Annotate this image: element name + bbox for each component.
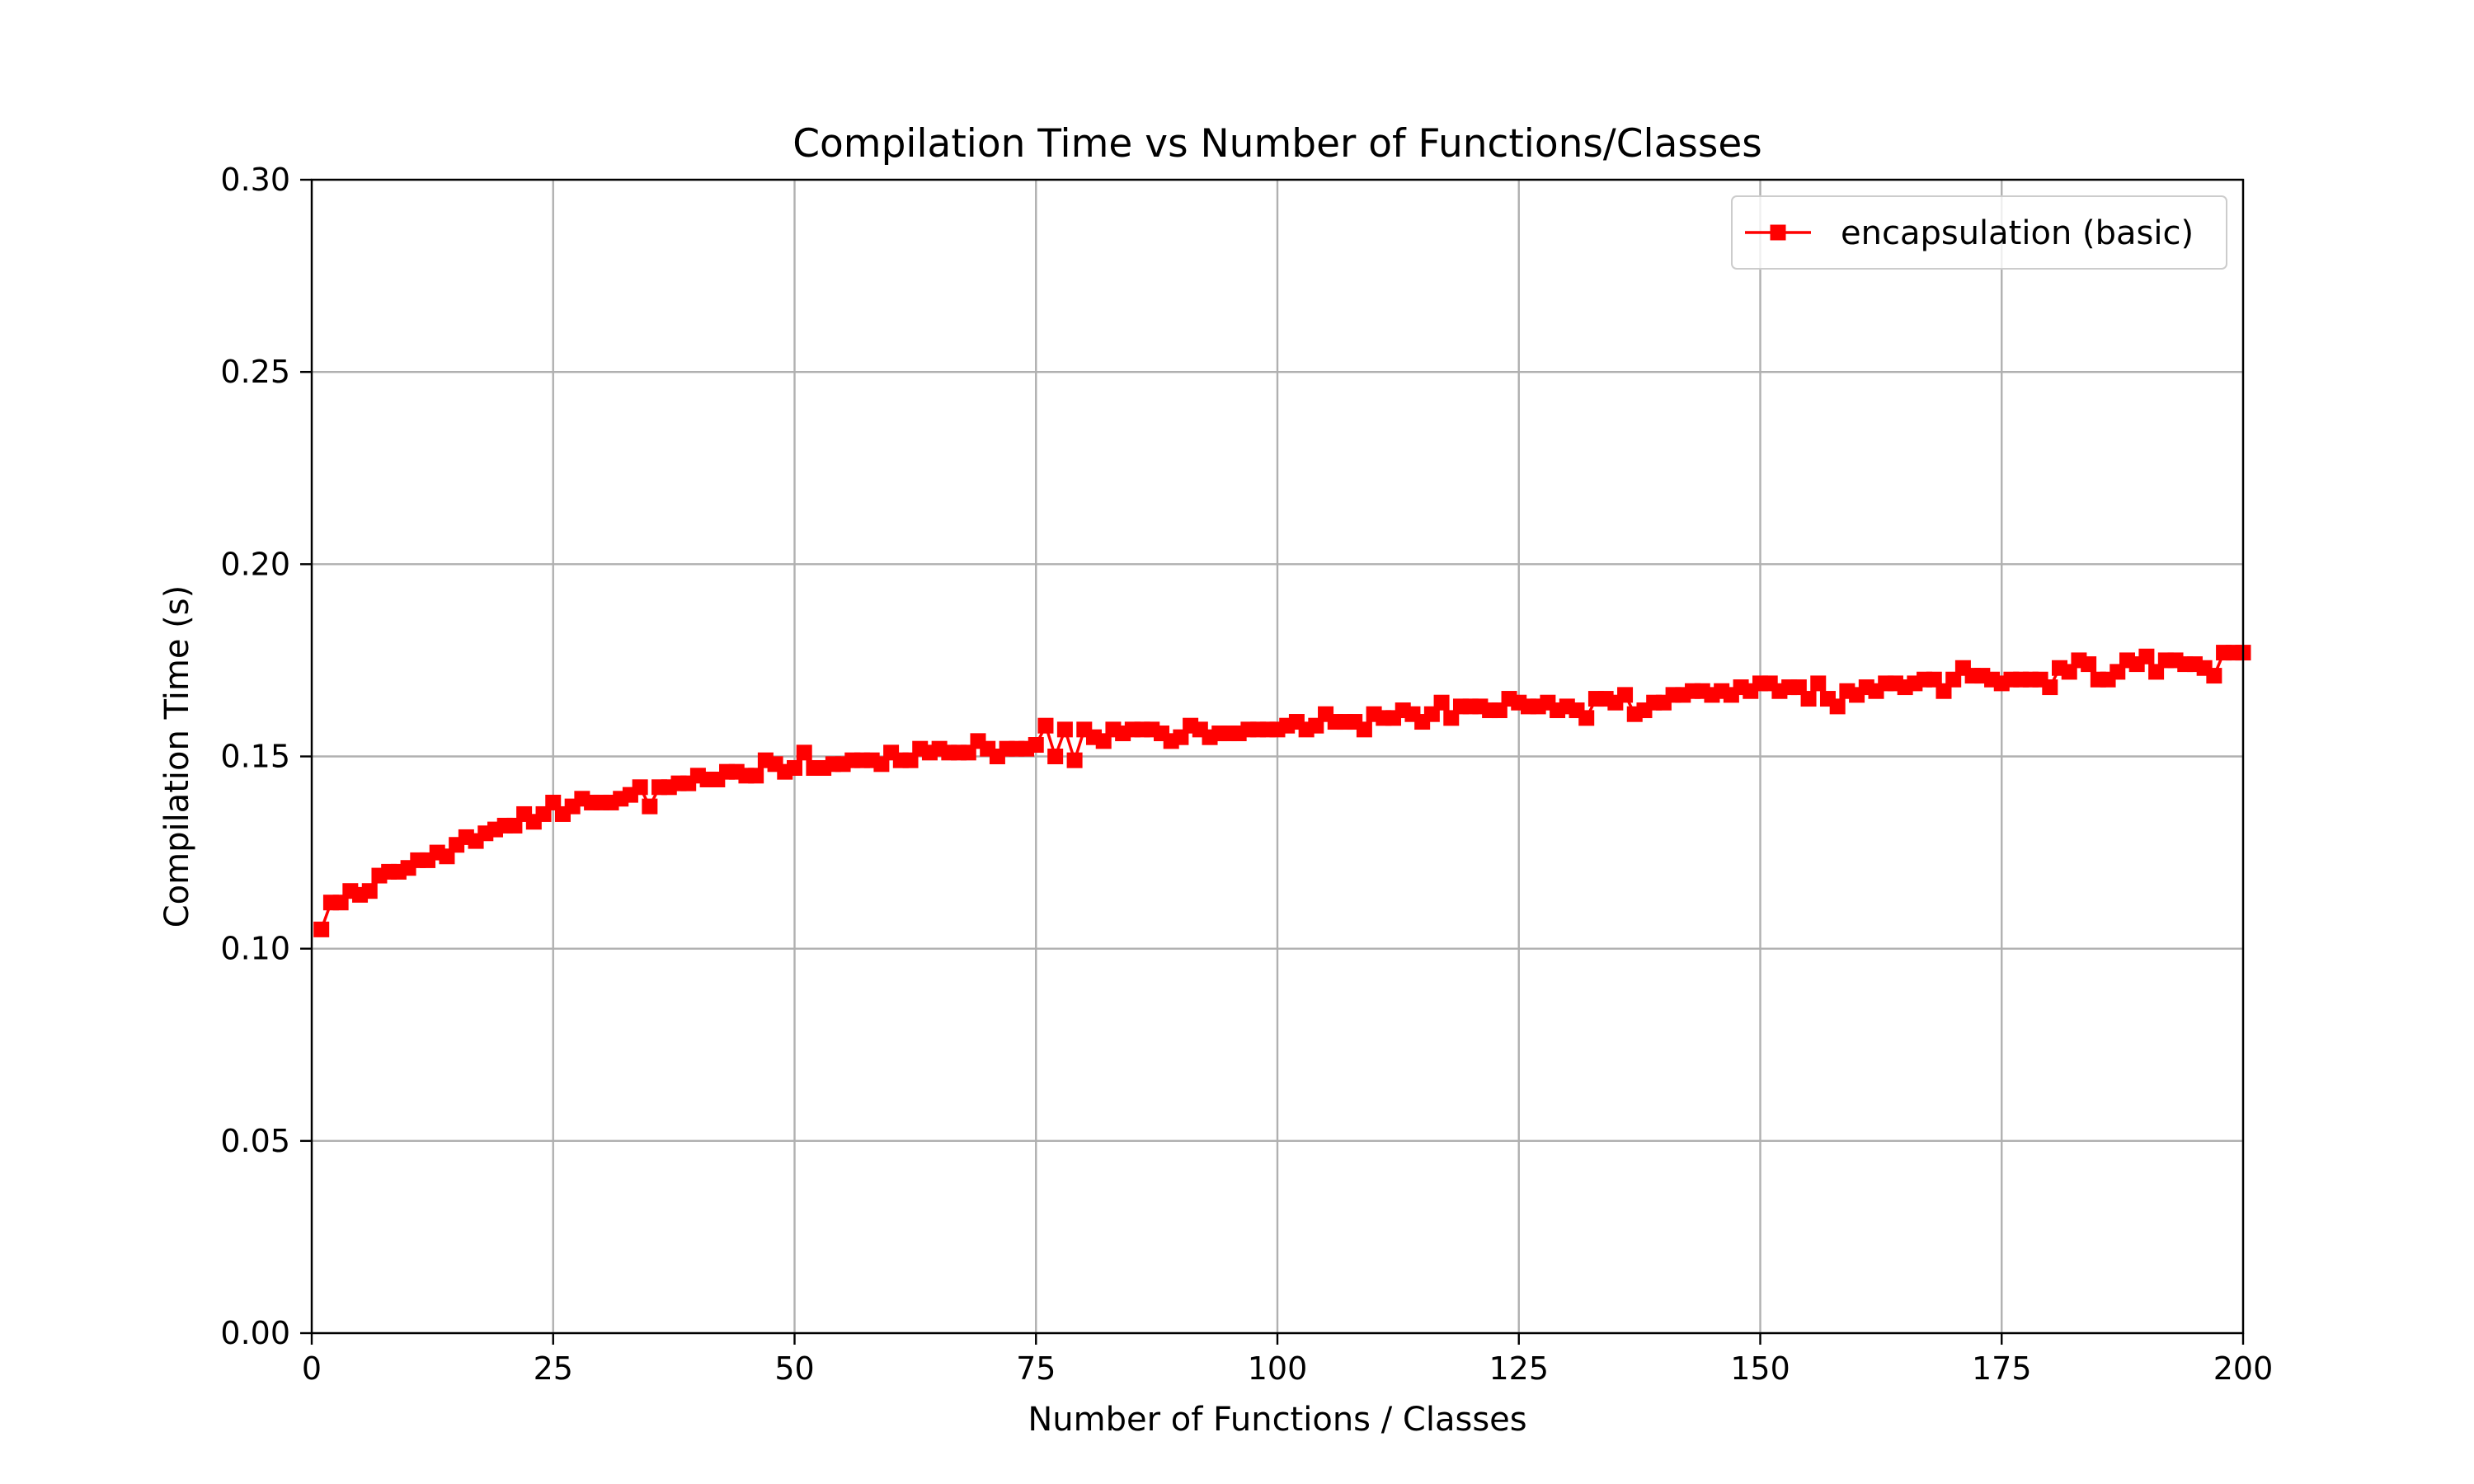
data-point xyxy=(1800,691,1817,707)
y-tick-label: 0.00 xyxy=(220,1315,290,1351)
data-point xyxy=(1028,737,1044,754)
data-point xyxy=(2206,668,2222,684)
data-point xyxy=(2081,656,2097,673)
x-tick-label: 50 xyxy=(774,1350,814,1387)
y-tick-label: 0.05 xyxy=(220,1123,290,1159)
data-point xyxy=(1047,749,1064,764)
ticks: 0 25 50 75 100 125 150 175 200 0.00 0.05 0.10 0.15 0.… xyxy=(220,162,2273,1387)
data-point xyxy=(2042,679,2058,696)
series-layer xyxy=(313,645,2251,937)
x-tick-label: 75 xyxy=(1016,1350,1056,1387)
data-point xyxy=(1037,717,1054,734)
chart-title: Compilation Time vs Number of Functions/… xyxy=(793,121,1762,167)
y-axis-label: Compilation Time (s) xyxy=(158,585,196,928)
y-tick-label: 0.20 xyxy=(220,546,290,582)
data-point xyxy=(1810,675,1827,692)
x-tick-label: 100 xyxy=(1248,1350,1308,1387)
x-tick-label: 200 xyxy=(2213,1350,2274,1387)
data-point xyxy=(1829,698,1846,715)
legend-entry-label: encapsulation (basic) xyxy=(1841,214,2194,252)
data-point xyxy=(1356,721,1372,738)
y-tick-label: 0.15 xyxy=(220,739,290,775)
x-axis-label: Number of Functions / Classes xyxy=(1028,1401,1526,1439)
x-tick-label: 175 xyxy=(1972,1350,2032,1387)
data-point xyxy=(632,779,648,796)
data-point xyxy=(1578,710,1595,726)
legend-box xyxy=(1731,195,2227,270)
data-point xyxy=(1433,694,1450,711)
data-point xyxy=(642,798,658,815)
data-point xyxy=(787,759,802,776)
data-point xyxy=(748,768,764,784)
data-point xyxy=(361,883,378,899)
x-tick-label: 25 xyxy=(534,1350,573,1387)
legend-marker-square xyxy=(1770,224,1786,241)
y-tick-label: 0.30 xyxy=(220,162,290,198)
y-tick-label: 0.25 xyxy=(220,354,290,390)
data-point xyxy=(1617,687,1634,703)
x-tick-label: 150 xyxy=(1730,1350,1790,1387)
data-point xyxy=(2138,648,2155,665)
legend: encapsulation (basic) xyxy=(1731,195,2227,270)
x-tick-label: 125 xyxy=(1489,1350,1549,1387)
y-tick-label: 0.10 xyxy=(220,931,290,967)
x-tick-label: 0 xyxy=(302,1350,322,1387)
data-point xyxy=(1056,721,1073,738)
data-point xyxy=(796,744,812,761)
data-point xyxy=(1066,752,1083,768)
data-point xyxy=(313,921,330,937)
